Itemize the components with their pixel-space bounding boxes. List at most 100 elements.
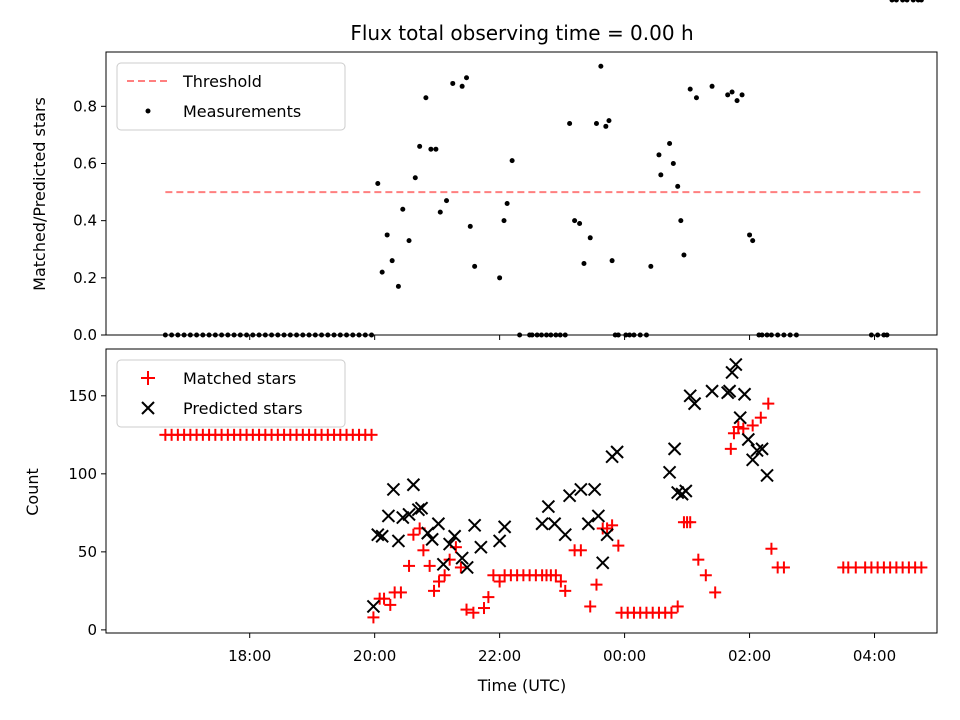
- measurement-point: [729, 89, 735, 95]
- predicted-star-point: [687, 396, 702, 411]
- legend-matched-label: Matched stars: [183, 369, 296, 388]
- measurement-point: [750, 238, 756, 244]
- matched-star-point: [709, 586, 722, 599]
- predicted-star-point: [581, 517, 596, 531]
- top-plot-frame: [105, 51, 938, 336]
- measurement-point: [433, 146, 439, 152]
- legend-matched-swatch: [141, 371, 155, 385]
- measurement-point: [379, 269, 385, 275]
- measurement-point: [572, 218, 578, 224]
- measurement-point: [577, 221, 583, 227]
- measurement-point: [389, 258, 395, 264]
- matched-star-point: [487, 569, 500, 582]
- measurement-point: [734, 98, 740, 104]
- matched-star-point: [915, 561, 928, 574]
- top-legend-box: [116, 62, 346, 131]
- predicted-star-point: [705, 384, 719, 398]
- measurement-point: [606, 118, 612, 124]
- measurement-point: [656, 152, 662, 158]
- measurement-point: [900, 0, 906, 3]
- measurement-point: [384, 232, 390, 238]
- predicted-star-point: [406, 478, 421, 492]
- predicted-star-point: [596, 556, 610, 570]
- matched-star-point: [367, 611, 380, 624]
- predicted-star-point: [610, 445, 624, 459]
- matched-star-point: [671, 600, 684, 613]
- measurement-point: [725, 92, 731, 98]
- measurement-point: [406, 238, 412, 244]
- matched-star-point: [699, 569, 712, 582]
- predicted-star-point: [391, 534, 406, 548]
- predicted-star-point: [414, 501, 429, 515]
- measurement-point: [423, 95, 429, 101]
- legend-measurements-swatch: [145, 108, 151, 114]
- bottom-legend: Matched stars Predicted stars: [116, 359, 346, 428]
- measurement-point: [648, 263, 654, 269]
- predicted-star-point: [745, 453, 760, 467]
- predicted-star-point: [741, 432, 756, 447]
- predicted-star-point: [733, 410, 747, 425]
- bottom-y-tick-label: 150: [68, 387, 97, 405]
- top-y-tick-label: 0.2: [73, 269, 97, 287]
- measurement-point: [375, 180, 381, 186]
- predicted-star-point: [411, 503, 426, 517]
- measurement-point: [400, 206, 406, 212]
- matched-star-point: [765, 542, 778, 555]
- predicted-star-point: [750, 443, 764, 458]
- x-tick-label: 22:00: [478, 647, 521, 665]
- bottom-y-axis-label: Count: [23, 468, 42, 516]
- predicted-star-point: [366, 599, 381, 614]
- predicted-star-point: [737, 387, 752, 401]
- matched-star-point: [746, 419, 759, 432]
- measurement-point: [747, 232, 753, 238]
- measurement-point: [412, 175, 418, 181]
- measurement-point: [910, 0, 916, 3]
- measurement-point: [709, 83, 715, 89]
- predicted-star-point: [455, 551, 469, 565]
- predicted-star-point: [679, 484, 693, 498]
- top-panel: 0.00.20.40.60.8 Matched/Predicted stars …: [30, 0, 938, 344]
- predicted-star-point: [447, 529, 462, 543]
- measurement-point: [678, 218, 684, 224]
- matched-star-point: [737, 422, 750, 435]
- predicted-star-point: [755, 442, 769, 456]
- top-y-tick-label: 0.4: [73, 212, 97, 230]
- matched-star-point: [443, 553, 456, 566]
- matched-star-point: [559, 584, 572, 597]
- legend-threshold-label: Threshold: [182, 72, 262, 91]
- predicted-star-point: [558, 527, 572, 542]
- matched-star-point: [417, 544, 430, 557]
- measurement-point: [444, 198, 450, 204]
- predicted-star-point: [729, 357, 743, 372]
- x-tick-label: 04:00: [853, 647, 896, 665]
- matched-star-point: [460, 603, 473, 616]
- measurement-point: [670, 160, 676, 166]
- measurement-point: [395, 283, 401, 289]
- measurement-point: [450, 80, 456, 86]
- measurement-point: [587, 235, 593, 241]
- predicted-star-point: [683, 389, 697, 403]
- matched-star-point: [467, 606, 480, 619]
- matched-star-point: [612, 539, 625, 552]
- measurement-point: [739, 92, 745, 98]
- measurement-point: [428, 146, 434, 152]
- x-tick-label: 02:00: [728, 647, 771, 665]
- top-y-axis-label: Matched/Predicted stars: [30, 97, 49, 291]
- measurement-point: [603, 123, 609, 129]
- predicted-star-point: [467, 518, 482, 533]
- predicted-star-point: [591, 509, 606, 523]
- matched-star-point: [590, 578, 603, 591]
- legend-predicted-swatch: [141, 401, 155, 415]
- top-legend: Threshold Measurements: [116, 62, 346, 131]
- measurement-point: [593, 120, 599, 126]
- predicted-star-point: [442, 537, 457, 551]
- measurement-point: [509, 158, 515, 164]
- measurement-point: [467, 223, 473, 229]
- matched-star-point: [754, 411, 767, 424]
- matched-star-point: [724, 442, 737, 455]
- predicted-star-point: [574, 482, 588, 497]
- predicted-star-point: [667, 442, 682, 456]
- legend-measurements-label: Measurements: [183, 102, 301, 121]
- matched-star-point: [403, 559, 416, 572]
- matched-star-point: [549, 569, 562, 582]
